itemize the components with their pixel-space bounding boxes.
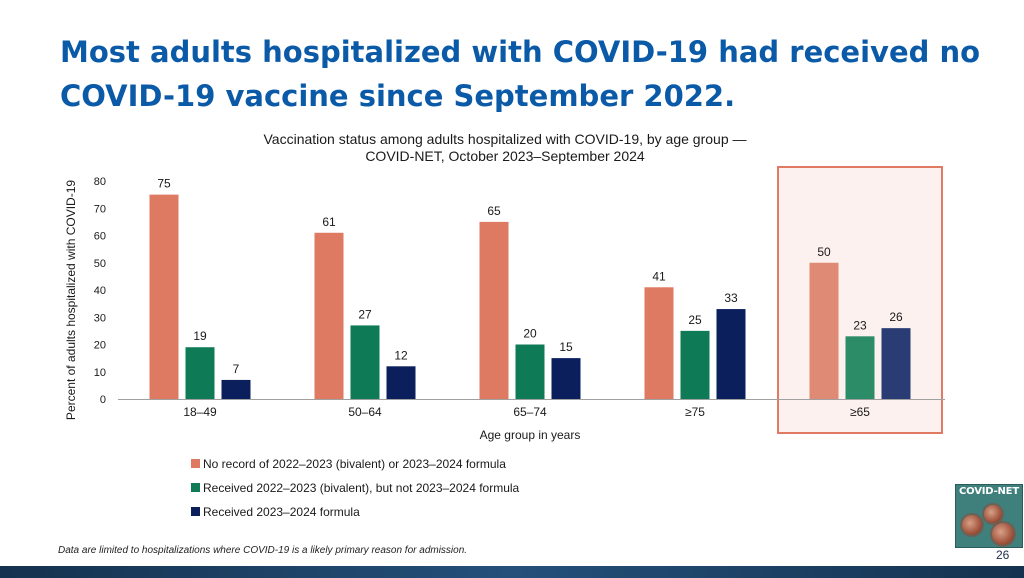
bar: [680, 330, 710, 399]
data-label: 15: [559, 340, 573, 354]
chart-subtitle: COVID-NET, October 2023–September 2024: [365, 148, 645, 164]
bar: [809, 262, 839, 399]
x-axis-label: Age group in years: [480, 428, 581, 442]
data-label: 50: [817, 245, 831, 259]
x-tick-label: 50–64: [348, 405, 382, 419]
y-tick-label: 20: [94, 340, 106, 352]
virus-image: [962, 515, 982, 535]
legend-swatch: [191, 459, 200, 468]
bar: [149, 194, 179, 399]
legend-label: No record of 2022–2023 (bivalent) or 202…: [203, 457, 506, 471]
bar: [479, 221, 509, 399]
legend-swatch: [191, 483, 200, 492]
legend-label: Received 2023–2024 formula: [203, 505, 360, 519]
y-tick-label: 50: [94, 258, 106, 270]
x-tick-label: 65–74: [513, 405, 547, 419]
bar-chart: Vaccination status among adults hospital…: [64, 131, 945, 519]
footer-bar: [0, 566, 1024, 578]
legend-label: Received 2022–2023 (bivalent), but not 2…: [203, 481, 520, 495]
logo-text: COVID-NET: [959, 486, 1019, 497]
x-tick-label: ≥75: [685, 405, 705, 419]
y-axis-label: Percent of adults hospitalized with COVI…: [64, 180, 78, 420]
bar: [551, 358, 581, 399]
y-tick-label: 80: [94, 176, 106, 188]
bar: [716, 309, 746, 399]
bar: [881, 328, 911, 399]
bar: [386, 366, 416, 399]
y-tick-label: 10: [94, 367, 106, 379]
data-label: 61: [322, 215, 336, 229]
data-label: 19: [193, 329, 207, 343]
page-number: 26: [996, 548, 1010, 562]
bar: [515, 344, 545, 399]
y-tick-label: 40: [94, 285, 106, 297]
bar: [350, 325, 380, 399]
footnote: Data are limited to hospitalizations whe…: [58, 545, 468, 556]
data-label: 25: [688, 313, 702, 327]
slide-title: Most adults hospitalized with COVID-19 h…: [60, 35, 981, 113]
data-label: 26: [889, 310, 903, 324]
bar: [185, 347, 215, 399]
data-label: 20: [523, 327, 537, 341]
covid-net-logo: COVID-NET: [955, 484, 1023, 548]
y-tick-label: 30: [94, 312, 106, 324]
data-label: 33: [724, 291, 738, 305]
chart-title: Vaccination status among adults hospital…: [264, 131, 747, 147]
data-label: 75: [157, 177, 171, 191]
data-label: 41: [652, 269, 666, 283]
bar: [314, 232, 344, 399]
virus-image: [984, 505, 1002, 523]
y-tick-label: 70: [94, 203, 106, 215]
data-label: 12: [394, 348, 408, 362]
data-label: 23: [853, 318, 867, 332]
y-tick-label: 60: [94, 231, 106, 243]
data-label: 65: [487, 204, 501, 218]
bar: [644, 287, 674, 399]
bar: [221, 379, 251, 399]
data-label: 7: [233, 362, 240, 376]
x-tick-label: ≥65: [850, 405, 870, 419]
data-label: 27: [358, 307, 372, 321]
legend-swatch: [191, 507, 200, 516]
virus-image: [992, 523, 1014, 545]
x-tick-label: 18–49: [183, 405, 217, 419]
y-tick-label: 0: [100, 394, 106, 406]
bar: [845, 336, 875, 399]
